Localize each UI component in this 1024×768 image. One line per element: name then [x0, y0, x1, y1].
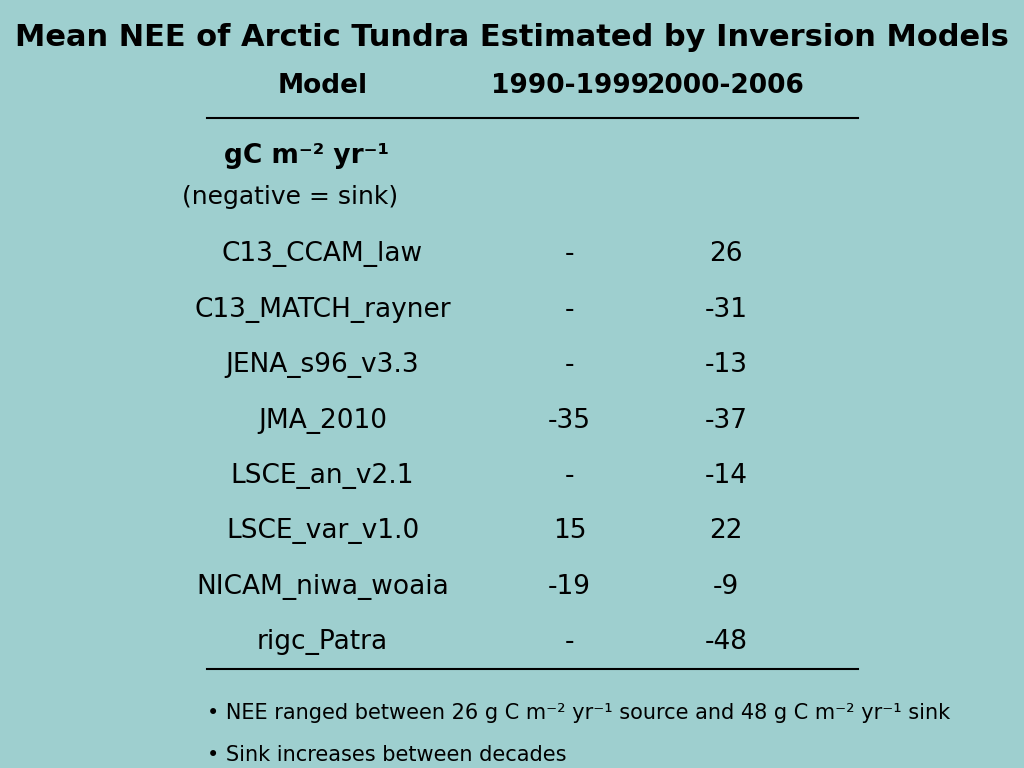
- Text: -: -: [565, 353, 574, 378]
- Text: Model: Model: [278, 73, 368, 99]
- Text: -31: -31: [705, 296, 748, 323]
- Text: Mean NEE of Arctic Tundra Estimated by Inversion Models: Mean NEE of Arctic Tundra Estimated by I…: [15, 23, 1009, 51]
- Text: 22: 22: [710, 518, 743, 545]
- Text: -: -: [565, 629, 574, 655]
- Text: -37: -37: [705, 408, 748, 434]
- Text: C13_CCAM_law: C13_CCAM_law: [222, 241, 423, 267]
- Text: JENA_s96_v3.3: JENA_s96_v3.3: [225, 353, 420, 378]
- Text: -35: -35: [548, 408, 591, 434]
- Text: NICAM_niwa_woaia: NICAM_niwa_woaia: [197, 574, 449, 600]
- Text: LSCE_var_v1.0: LSCE_var_v1.0: [226, 518, 419, 545]
- Text: -13: -13: [705, 353, 748, 378]
- Text: -: -: [565, 241, 574, 267]
- Text: LSCE_an_v2.1: LSCE_an_v2.1: [230, 463, 415, 489]
- Text: -48: -48: [705, 629, 748, 655]
- Text: gC m⁻² yr⁻¹: gC m⁻² yr⁻¹: [223, 143, 389, 169]
- Text: -9: -9: [713, 574, 739, 600]
- Text: 1990-1999: 1990-1999: [490, 73, 649, 99]
- Text: (negative = sink): (negative = sink): [181, 185, 397, 210]
- Text: 26: 26: [710, 241, 743, 267]
- Text: C13_MATCH_rayner: C13_MATCH_rayner: [195, 296, 451, 323]
- Text: -: -: [565, 296, 574, 323]
- Text: • NEE ranged between 26 g C m⁻² yr⁻¹ source and 48 g C m⁻² yr⁻¹ sink: • NEE ranged between 26 g C m⁻² yr⁻¹ sou…: [207, 703, 950, 723]
- Text: rigc_Patra: rigc_Patra: [257, 629, 388, 655]
- Text: 2000-2006: 2000-2006: [647, 73, 805, 99]
- Text: 15: 15: [553, 518, 587, 545]
- Text: -14: -14: [705, 463, 748, 489]
- Text: • Sink increases between decades: • Sink increases between decades: [207, 745, 566, 765]
- Text: -: -: [565, 463, 574, 489]
- Text: JMA_2010: JMA_2010: [258, 408, 387, 434]
- Text: -19: -19: [548, 574, 591, 600]
